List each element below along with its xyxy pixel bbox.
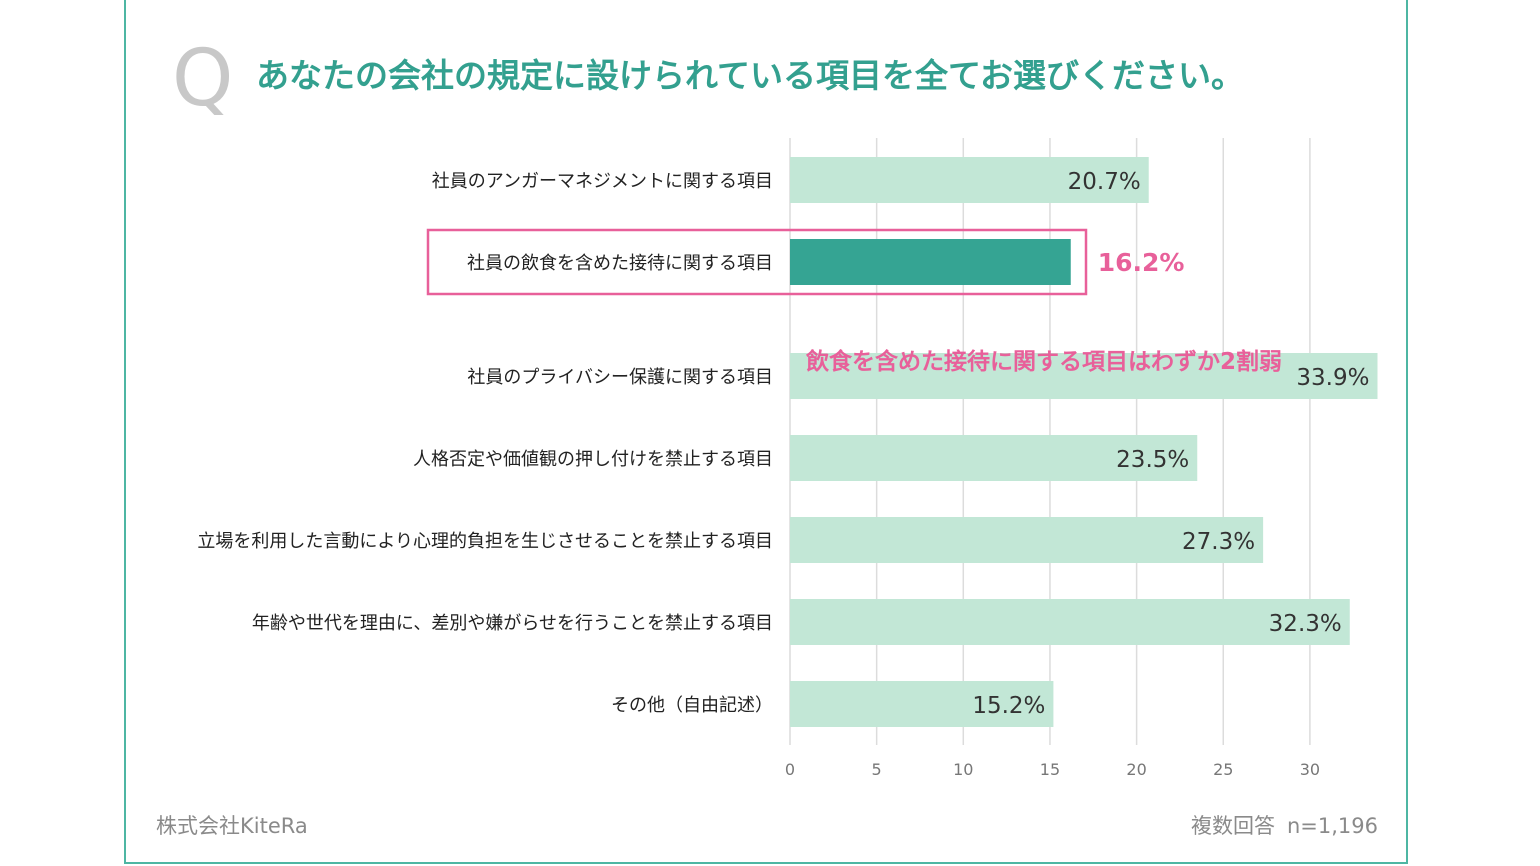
x-tick-label: 5	[872, 760, 882, 779]
bar	[790, 353, 1378, 399]
value-label: 16.2%	[1098, 248, 1185, 277]
x-tick-label: 15	[1040, 760, 1060, 779]
value-label: 27.3%	[1182, 529, 1255, 555]
value-label: 23.5%	[1116, 447, 1189, 473]
value-label: 20.7%	[1068, 169, 1141, 195]
category-labels: 社員のアンガーマネジメントに関する項目社員の飲食を含めた接待に関する項目社員のプ…	[197, 171, 773, 716]
company-name: 株式会社KiteRa	[156, 814, 308, 838]
bars	[790, 157, 1378, 727]
bar	[790, 435, 1198, 481]
category-label: 社員の飲食を含めた接待に関する項目	[467, 253, 773, 274]
x-axis-ticks: 0 5 10 15 20 25 30	[785, 760, 1320, 779]
survey-note: 複数回答 n=1,196	[1179, 810, 1378, 840]
highlight-box	[426, 228, 1088, 296]
category-label: 社員のプライバシー保護に関する項目	[467, 367, 773, 388]
bar	[790, 517, 1264, 563]
question-mark-icon: Q	[172, 34, 234, 124]
x-tick-label: 30	[1300, 760, 1320, 779]
bar	[790, 157, 1149, 203]
x-tick-label: 20	[1126, 760, 1146, 779]
bar	[790, 599, 1350, 645]
category-label: 年齢や世代を理由に、差別や嫌がらせを行うことを禁止する項目	[252, 613, 773, 634]
category-label: 立場を利用した言動により心理的負担を生じさせることを禁止する項目	[197, 531, 773, 552]
x-tick-label: 10	[953, 760, 973, 779]
chart-frame	[124, 0, 1408, 864]
x-tick-label: 0	[785, 760, 795, 779]
value-label: 32.3%	[1269, 611, 1342, 637]
sample-size: n=1,196	[1286, 814, 1378, 838]
bar	[790, 681, 1054, 727]
value-labels: 20.7% 16.2% 33.9% 23.5% 27.3% 32.3% 15.2%	[972, 169, 1369, 719]
highlight-annotation-text: 飲食を含めた接待に関する項目はわずか2割弱	[805, 348, 1282, 375]
bar	[790, 239, 1071, 285]
category-label: 社員のアンガーマネジメントに関する項目	[432, 171, 773, 192]
page-title: あなたの会社の規定に設けられている項目を全てお選びください。	[256, 56, 1245, 95]
category-label: 人格否定や価値観の押し付けを禁止する項目	[413, 449, 773, 470]
value-label: 15.2%	[972, 693, 1045, 719]
highlight-annotation: 飲食を含めた接待に関する項目はわずか2割弱	[426, 228, 1282, 375]
answer-type: 複数回答	[1190, 814, 1275, 838]
value-label: 33.9%	[1296, 365, 1369, 391]
x-tick-label: 25	[1213, 760, 1233, 779]
category-label: その他（自由記述）	[611, 695, 773, 716]
